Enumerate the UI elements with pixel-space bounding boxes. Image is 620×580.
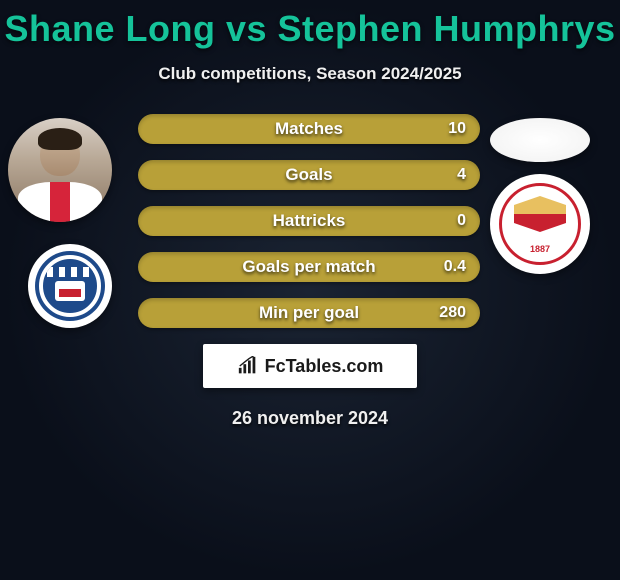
chart-icon — [237, 356, 259, 376]
stat-bar-goals: Goals 4 — [138, 160, 480, 190]
brand-badge: FcTables.com — [203, 344, 417, 388]
player-left-jersey — [18, 182, 102, 222]
stat-label: Goals per match — [138, 257, 480, 277]
stat-value-right: 10 — [448, 120, 466, 138]
stat-label: Hattricks — [138, 211, 480, 231]
stat-bar-goals-per-match: Goals per match 0.4 — [138, 252, 480, 282]
stat-bar-matches: Matches 10 — [138, 114, 480, 144]
comparison-content: Matches 10 Goals 4 Hattricks 0 Goals per… — [0, 114, 620, 429]
stat-value-right: 4 — [457, 166, 466, 184]
player-left-avatar — [8, 118, 112, 222]
brand-text: FcTables.com — [265, 356, 384, 377]
stat-bar-min-per-goal: Min per goal 280 — [138, 298, 480, 328]
stat-bar-hattricks: Hattricks 0 — [138, 206, 480, 236]
stat-label: Min per goal — [138, 303, 480, 323]
stat-bars: Matches 10 Goals 4 Hattricks 0 Goals per… — [138, 114, 480, 328]
stat-value-right: 0 — [457, 212, 466, 230]
club-right-badge — [490, 174, 590, 274]
subtitle: Club competitions, Season 2024/2025 — [0, 64, 620, 84]
stat-value-right: 280 — [439, 304, 466, 322]
stat-label: Matches — [138, 119, 480, 139]
club-left-badge — [28, 244, 112, 328]
page-title: Shane Long vs Stephen Humphrys — [0, 0, 620, 50]
player-right-avatar — [490, 118, 590, 162]
stat-value-right: 0.4 — [444, 258, 466, 276]
date-text: 26 november 2024 — [0, 408, 620, 429]
stat-label: Goals — [138, 165, 480, 185]
